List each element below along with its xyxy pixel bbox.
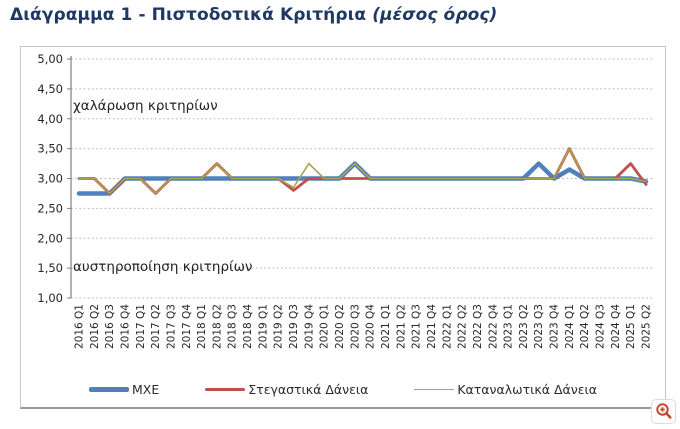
svg-text:2017 Q2: 2017 Q2 — [150, 304, 162, 349]
legend-swatch-mxe — [89, 387, 130, 392]
svg-text:2016 Q3: 2016 Q3 — [104, 304, 116, 349]
figure-title-main: Διάγραμμα 1 - Πιστοδοτικά Κριτήρια — [10, 5, 367, 25]
svg-text:2019 Q3: 2019 Q3 — [288, 304, 300, 349]
svg-text:2,00: 2,00 — [37, 231, 63, 245]
svg-text:2021 Q3: 2021 Q3 — [411, 304, 423, 349]
svg-text:2017 Q4: 2017 Q4 — [181, 304, 193, 349]
figure-title: Διάγραμμα 1 - Πιστοδοτικά Κριτήρια (μέσο… — [10, 5, 497, 25]
svg-text:1,00: 1,00 — [37, 291, 63, 305]
svg-text:2024 Q2: 2024 Q2 — [579, 304, 591, 349]
svg-text:2020 Q1: 2020 Q1 — [319, 304, 331, 349]
legend-swatch-consumer — [414, 388, 455, 391]
legend-label-consumer: Καταναλωτικά Δάνεια — [457, 382, 597, 397]
svg-text:2021 Q4: 2021 Q4 — [426, 304, 438, 349]
svg-text:2019 Q1: 2019 Q1 — [257, 304, 269, 349]
svg-text:2023 Q4: 2023 Q4 — [549, 304, 561, 349]
svg-text:2016 Q4: 2016 Q4 — [119, 304, 131, 349]
svg-text:3,00: 3,00 — [37, 172, 63, 186]
svg-text:3,50: 3,50 — [37, 142, 63, 156]
svg-text:2019 Q4: 2019 Q4 — [303, 304, 315, 349]
svg-text:5,00: 5,00 — [37, 52, 63, 66]
svg-text:2022 Q4: 2022 Q4 — [487, 304, 499, 349]
svg-text:2020 Q4: 2020 Q4 — [365, 304, 377, 349]
chart-panel: 5,00 4,50 4,00 3,50 3,00 2,50 2,00 1,50 1,00 2016… — [20, 46, 666, 409]
svg-text:2018 Q4: 2018 Q4 — [242, 304, 254, 349]
svg-text:2024 Q3: 2024 Q3 — [595, 304, 607, 349]
annotation-tightening: αυστηροποίηση κριτηρίων — [73, 259, 253, 275]
svg-text:2018 Q2: 2018 Q2 — [211, 304, 223, 349]
svg-text:2024 Q4: 2024 Q4 — [610, 304, 622, 349]
figure-title-suffix: (μέσος όρος) — [372, 5, 498, 25]
svg-text:2,50: 2,50 — [37, 201, 63, 215]
chart-legend: ΜΧΕ Στεγαστικά Δάνεια Καταναλωτικά Δάνει… — [21, 382, 665, 397]
svg-text:2023 Q1: 2023 Q1 — [503, 304, 515, 349]
svg-text:2017 Q3: 2017 Q3 — [165, 304, 177, 349]
svg-text:2020 Q3: 2020 Q3 — [349, 304, 361, 349]
zoom-in-icon[interactable] — [651, 399, 676, 424]
svg-text:2016 Q1: 2016 Q1 — [74, 304, 86, 349]
legend-swatch-housing — [205, 388, 246, 391]
legend-label-mxe: ΜΧΕ — [132, 382, 160, 397]
svg-text:2017 Q1: 2017 Q1 — [135, 304, 147, 349]
svg-text:2025 Q2: 2025 Q2 — [641, 304, 653, 349]
svg-text:2019 Q2: 2019 Q2 — [273, 304, 285, 349]
legend-label-housing: Στεγαστικά Δάνεια — [248, 382, 369, 397]
legend-item-mxe: ΜΧΕ — [89, 382, 159, 397]
svg-text:2018 Q3: 2018 Q3 — [227, 304, 239, 349]
svg-text:4,00: 4,00 — [37, 112, 63, 126]
svg-text:2018 Q1: 2018 Q1 — [196, 304, 208, 349]
svg-text:2024 Q1: 2024 Q1 — [564, 304, 576, 349]
svg-text:2023 Q2: 2023 Q2 — [518, 304, 530, 349]
svg-text:2016 Q2: 2016 Q2 — [89, 304, 101, 349]
annotation-loosening: χαλάρωση κριτηρίων — [73, 98, 218, 114]
svg-text:4,50: 4,50 — [37, 82, 63, 96]
svg-text:2023 Q3: 2023 Q3 — [533, 304, 545, 349]
svg-text:2022 Q1: 2022 Q1 — [441, 304, 453, 349]
svg-text:2022 Q3: 2022 Q3 — [472, 304, 484, 349]
svg-text:1,50: 1,50 — [37, 261, 63, 275]
legend-item-housing: Στεγαστικά Δάνεια — [205, 382, 368, 397]
svg-text:2020 Q2: 2020 Q2 — [334, 304, 346, 349]
credit-criteria-chart: 5,00 4,50 4,00 3,50 3,00 2,50 2,00 1,50 1,00 2016… — [37, 52, 653, 349]
svg-text:2022 Q2: 2022 Q2 — [457, 304, 469, 349]
svg-text:2021 Q1: 2021 Q1 — [380, 304, 392, 349]
svg-text:2025 Q1: 2025 Q1 — [625, 304, 637, 349]
svg-text:2021 Q2: 2021 Q2 — [395, 304, 407, 349]
legend-item-consumer: Καταναλωτικά Δάνεια — [414, 382, 597, 397]
